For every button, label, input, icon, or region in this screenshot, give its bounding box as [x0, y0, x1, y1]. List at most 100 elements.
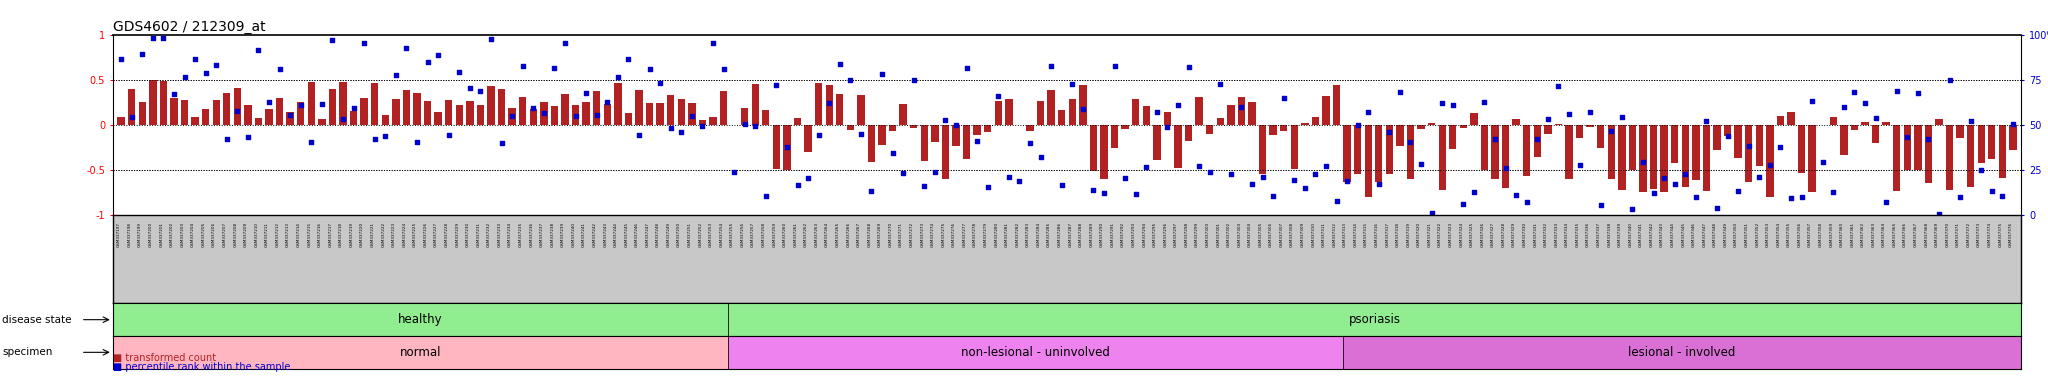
Text: GSM337256: GSM337256 [741, 222, 745, 247]
Text: GSM337288: GSM337288 [1079, 222, 1083, 247]
Bar [1661, 125, 1667, 192]
Text: GSM337300: GSM337300 [1206, 222, 1210, 247]
Bar [381, 115, 389, 125]
Text: GSM337199: GSM337199 [137, 222, 141, 247]
Point [1436, 101, 1468, 108]
Text: GSM337348: GSM337348 [1712, 222, 1716, 247]
Bar [1808, 125, 1817, 192]
Bar [1343, 336, 2021, 369]
Bar [455, 105, 463, 125]
Text: GSM337235: GSM337235 [518, 222, 522, 247]
Text: GSM337326: GSM337326 [1481, 222, 1485, 247]
Text: GSM337242: GSM337242 [592, 222, 596, 247]
Point [1763, 144, 1796, 150]
Text: GSM337369: GSM337369 [1935, 222, 1939, 247]
Point [1509, 199, 1542, 205]
Bar [2009, 125, 2017, 150]
Point [1372, 129, 1405, 135]
Text: GSM337354: GSM337354 [1776, 222, 1780, 247]
Text: GSM337249: GSM337249 [668, 222, 670, 247]
Point [1395, 139, 1427, 145]
Bar [1143, 106, 1151, 125]
Bar [1374, 125, 1382, 182]
Bar [1237, 97, 1245, 125]
Bar [1628, 125, 1636, 170]
Bar [1090, 125, 1098, 170]
Text: GSM337291: GSM337291 [1110, 222, 1114, 247]
Text: GSM337262: GSM337262 [805, 222, 809, 247]
Bar [805, 125, 811, 152]
Point [1214, 170, 1247, 177]
Point [1954, 118, 1987, 124]
Bar [1681, 125, 1690, 187]
Point [1649, 175, 1681, 181]
Point [569, 90, 602, 96]
Text: GSM337347: GSM337347 [1702, 222, 1706, 247]
Text: GSM337276: GSM337276 [952, 222, 956, 247]
Bar [922, 125, 928, 161]
Bar [1565, 125, 1573, 179]
Point [305, 101, 338, 107]
Text: GSM337252: GSM337252 [698, 222, 702, 247]
Bar [1122, 125, 1128, 129]
Bar [1079, 86, 1087, 125]
Point [1669, 171, 1702, 177]
Bar [160, 81, 168, 125]
Text: GSM337356: GSM337356 [1798, 222, 1802, 247]
Text: specimen: specimen [2, 347, 53, 358]
Bar [117, 117, 125, 125]
Bar [1651, 125, 1657, 189]
Text: GSM337282: GSM337282 [1016, 222, 1020, 247]
Text: GSM337293: GSM337293 [1133, 222, 1137, 247]
Text: GSM337210: GSM337210 [254, 222, 258, 247]
Bar [1925, 125, 1931, 183]
Bar [995, 101, 1001, 125]
Bar [477, 106, 483, 125]
Bar [1333, 85, 1339, 125]
Bar [614, 83, 621, 125]
Bar [297, 102, 305, 125]
Text: GSM337226: GSM337226 [424, 222, 428, 247]
Point [760, 82, 793, 88]
Point [1733, 143, 1765, 149]
Text: GSM337221: GSM337221 [371, 222, 375, 247]
Point [856, 187, 889, 194]
Text: GSM337330: GSM337330 [1524, 222, 1526, 247]
Bar [1364, 125, 1372, 197]
Bar [1575, 125, 1583, 139]
Point [559, 113, 592, 119]
Bar [1163, 112, 1171, 125]
Bar [815, 83, 823, 125]
Bar [1851, 125, 1858, 130]
Point [1352, 109, 1384, 115]
Bar [709, 116, 717, 125]
Bar [508, 108, 516, 125]
Point [717, 169, 750, 175]
Text: GSM337211: GSM337211 [264, 222, 268, 247]
Text: GSM337250: GSM337250 [678, 222, 682, 247]
Point [328, 116, 360, 122]
Bar [223, 93, 231, 125]
Bar [782, 125, 791, 170]
Text: GSM337362: GSM337362 [1862, 222, 1866, 247]
Point [981, 93, 1014, 99]
Text: GSM337321: GSM337321 [1427, 222, 1432, 247]
Point [729, 121, 762, 127]
Text: GSM337320: GSM337320 [1417, 222, 1421, 247]
Bar [1714, 125, 1720, 150]
Bar [330, 89, 336, 125]
Point [475, 36, 508, 43]
Text: GSM337322: GSM337322 [1438, 222, 1442, 247]
Point [823, 61, 856, 67]
Point [115, 114, 147, 120]
Text: GSM337343: GSM337343 [1661, 222, 1665, 247]
Bar [594, 91, 600, 125]
Text: GSM337346: GSM337346 [1692, 222, 1696, 247]
Bar [1227, 106, 1235, 125]
Point [1425, 100, 1458, 106]
Point [1108, 175, 1141, 181]
Point [1901, 90, 1933, 96]
Text: GSM337198: GSM337198 [127, 222, 131, 247]
Point [1225, 103, 1257, 109]
Point [1606, 114, 1638, 121]
